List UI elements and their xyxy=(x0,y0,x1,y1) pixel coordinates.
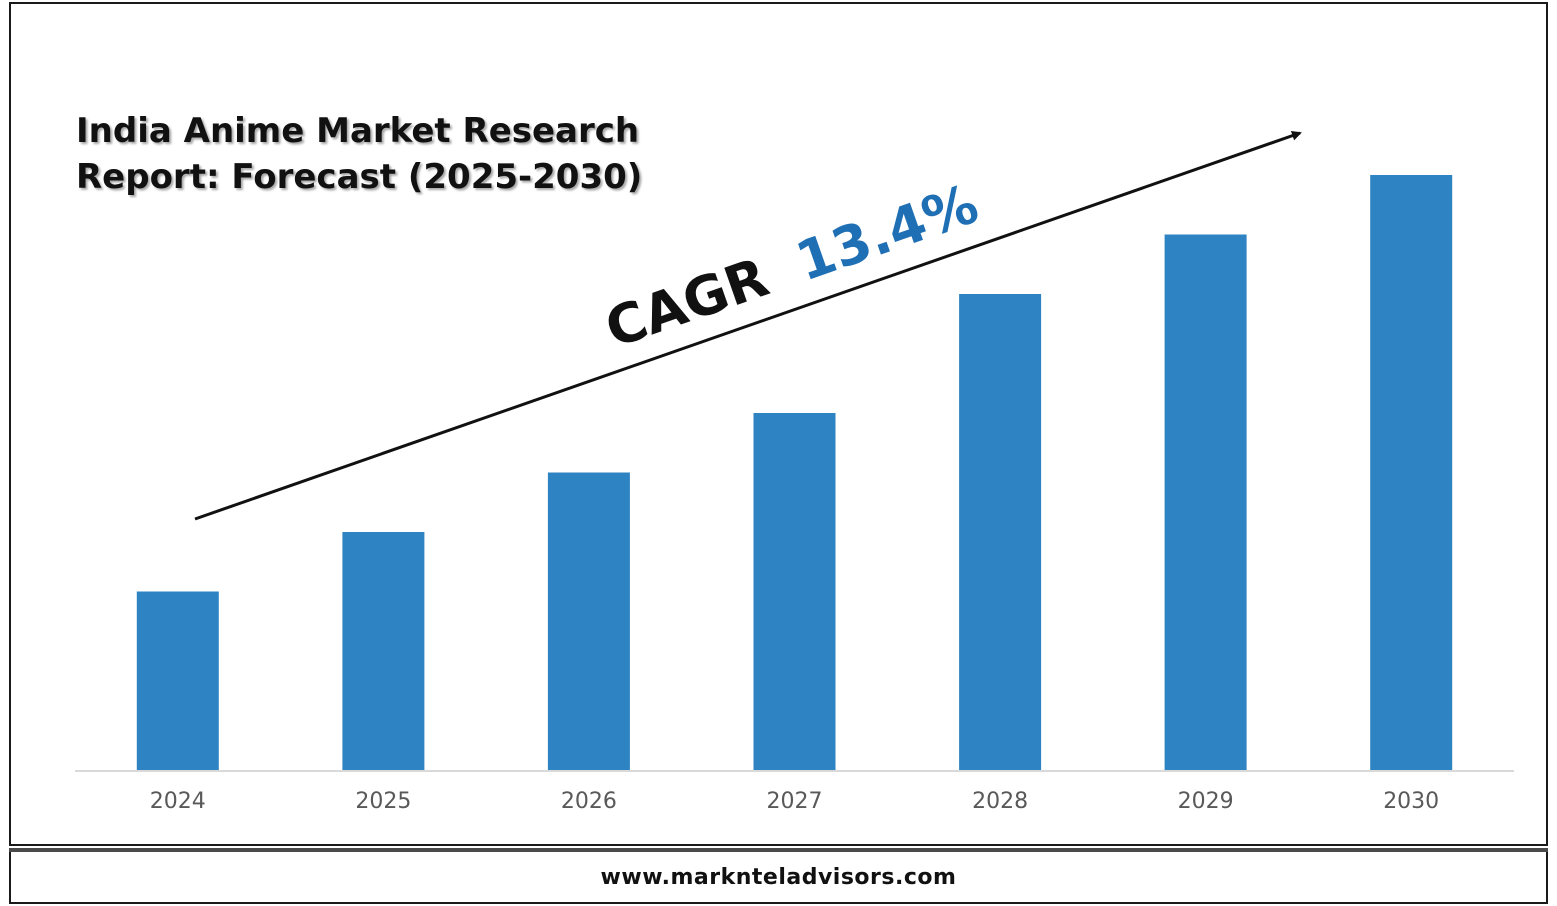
footer-url[interactable]: www.marknteladvisors.com xyxy=(600,864,957,890)
bar-2030 xyxy=(1370,175,1453,770)
x-tick-label-2027: 2027 xyxy=(767,789,823,814)
x-tick-label-2025: 2025 xyxy=(355,789,411,814)
chart-title: India Anime Market Research Report: Fore… xyxy=(76,111,643,197)
x-tick-label-2026: 2026 xyxy=(561,789,617,814)
bars-group xyxy=(136,175,1453,770)
bar-chart: 2024 2025 2026 2027 2028 2029 2030 CAGR 13.4% xyxy=(75,130,1514,814)
cagr-label: CAGR xyxy=(597,246,776,361)
footer-divider xyxy=(9,848,1548,852)
bar-2025 xyxy=(342,532,425,770)
bar-2027 xyxy=(753,413,836,770)
x-tick-label-2028: 2028 xyxy=(972,789,1028,814)
bar-2026 xyxy=(547,472,630,770)
x-tick-label-2030: 2030 xyxy=(1383,789,1439,814)
bar-2028 xyxy=(959,294,1042,770)
x-tick-label-2029: 2029 xyxy=(1178,789,1234,814)
x-tick-label-2024: 2024 xyxy=(150,789,206,814)
x-tick-labels: 2024 2025 2026 2027 2028 2029 2030 xyxy=(150,789,1439,814)
cagr-value: 13.4% xyxy=(788,172,986,293)
trend-arrow xyxy=(194,130,1302,521)
cagr-annotation: CAGR 13.4% xyxy=(597,172,985,360)
footer: www.marknteladvisors.com xyxy=(9,852,1548,904)
bar-2029 xyxy=(1164,234,1247,770)
bar-2024 xyxy=(136,591,219,770)
